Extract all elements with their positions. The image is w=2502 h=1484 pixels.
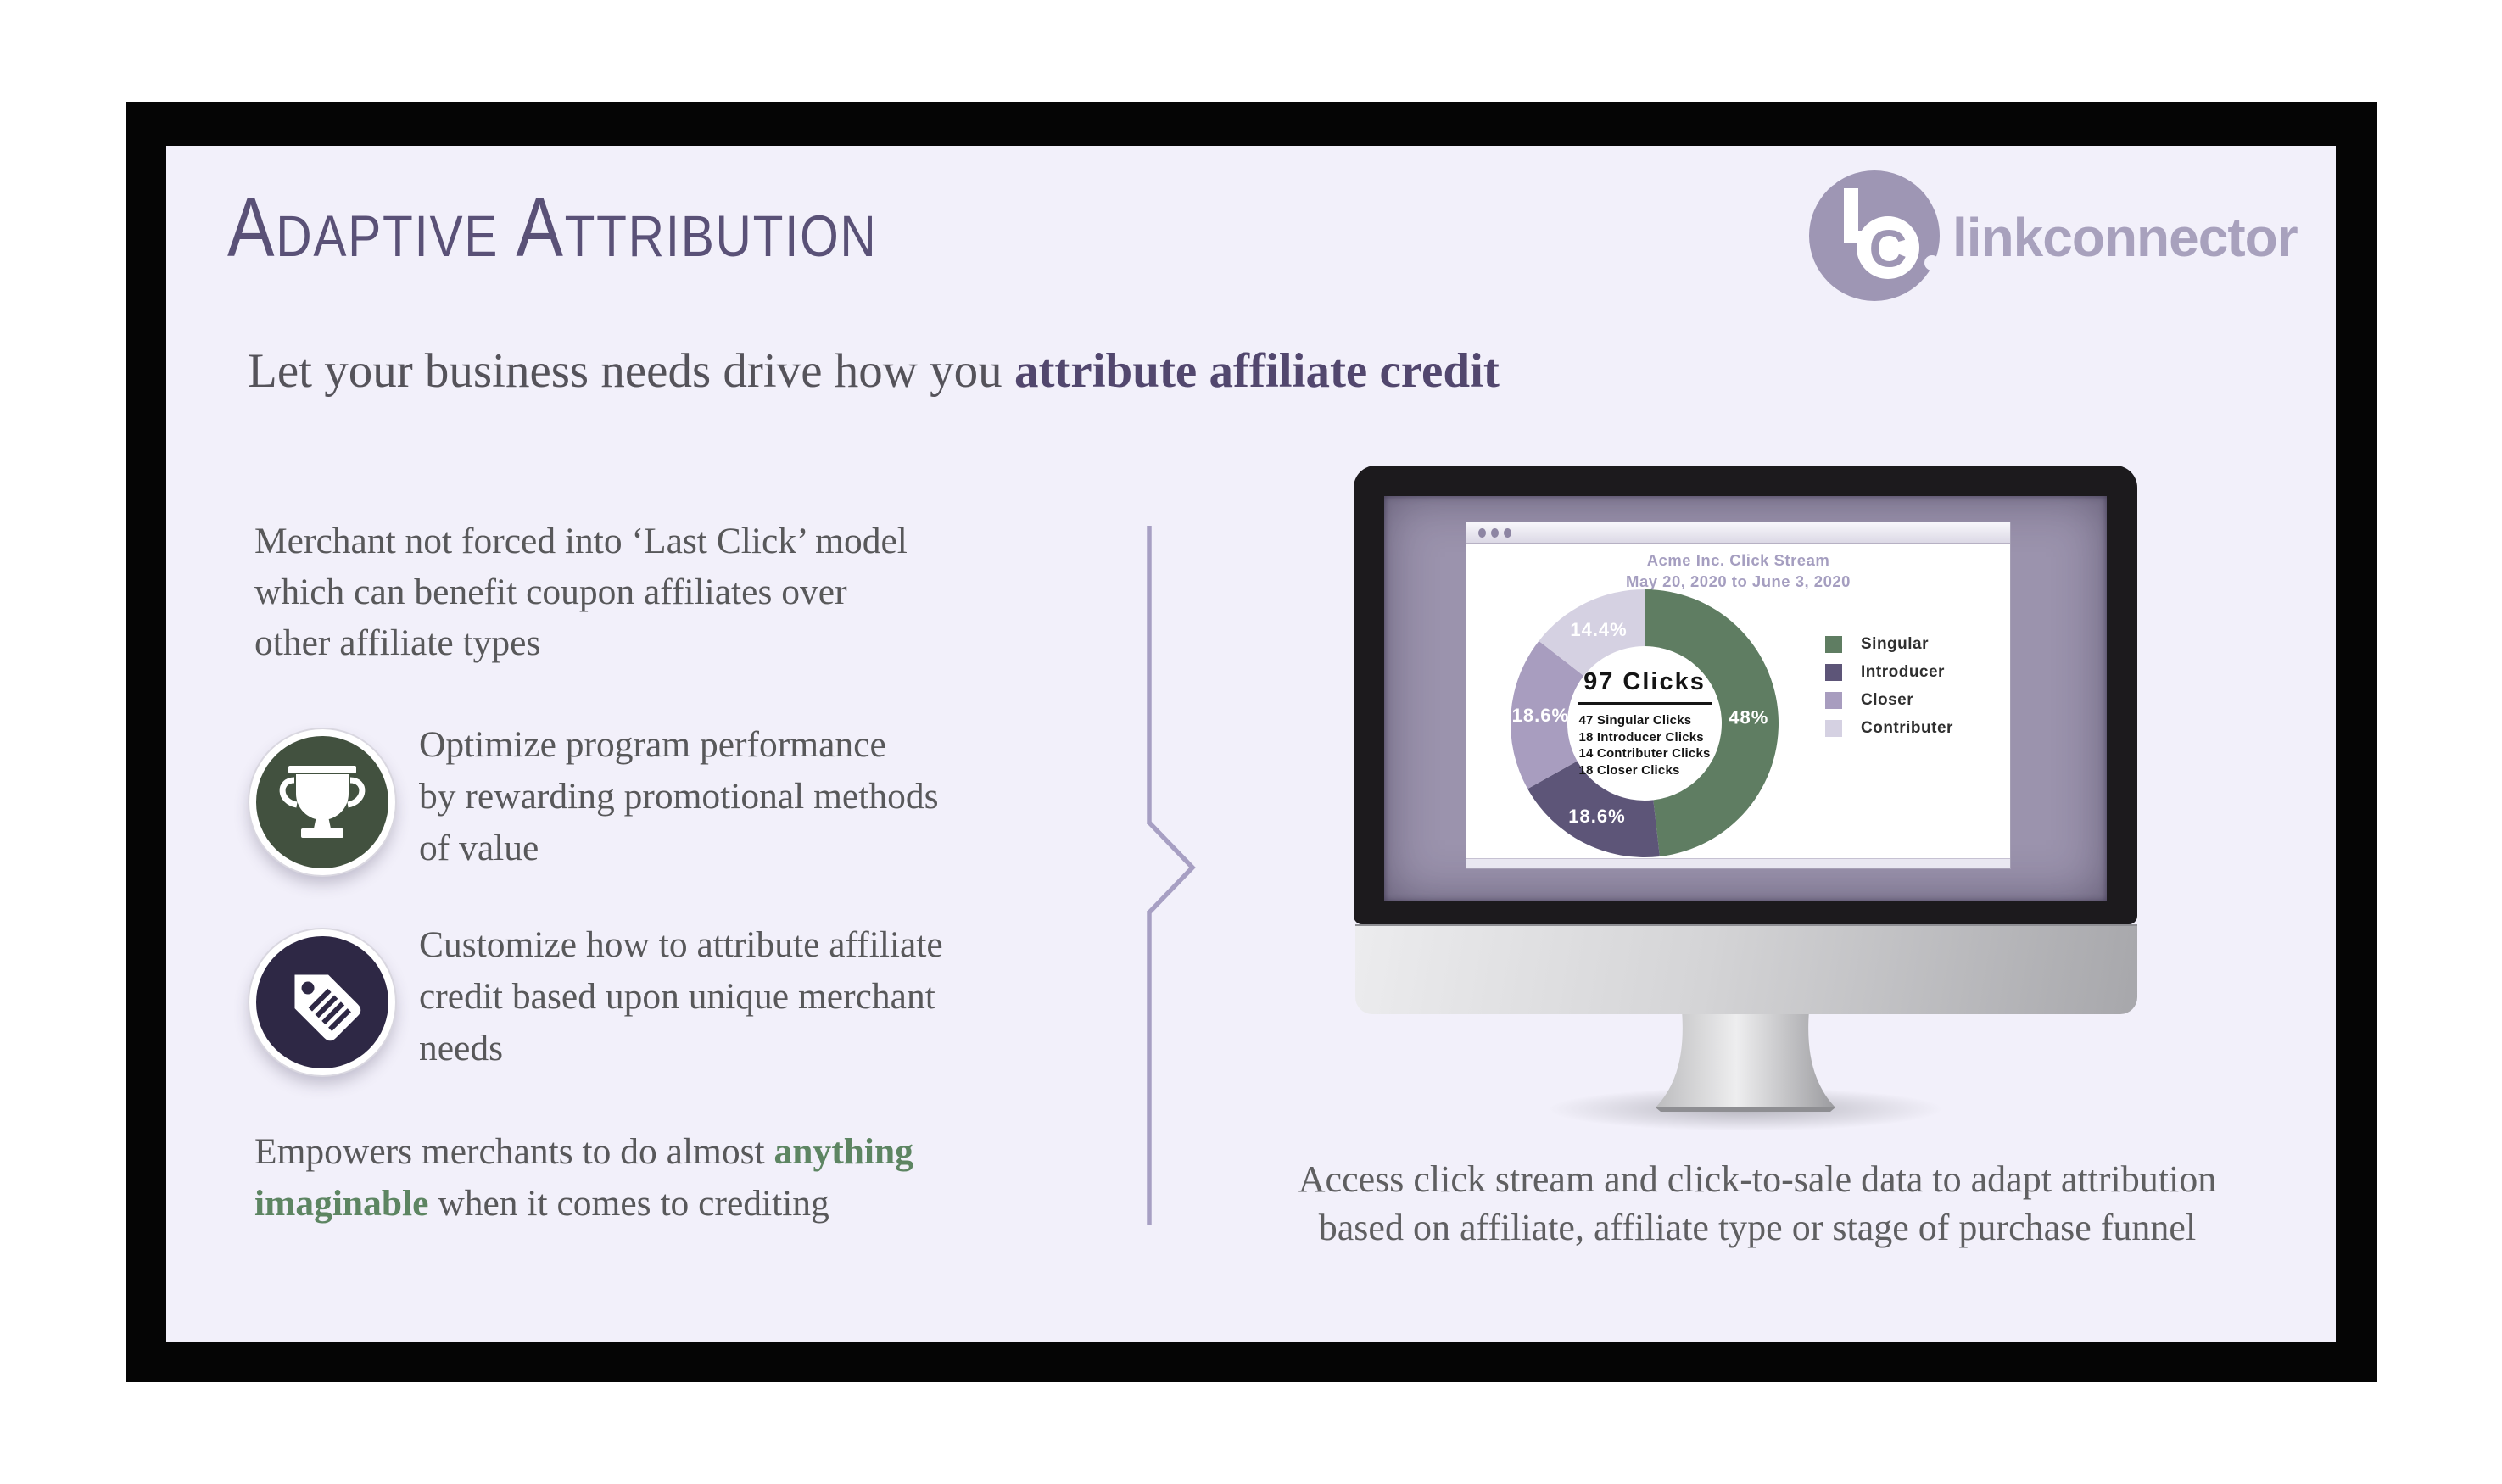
brand-logo: C linkconnector [1805, 168, 2331, 307]
caption-line: Access click stream and click-to-sale da… [1298, 1158, 2217, 1200]
price-tag-icon [294, 974, 361, 1041]
legend-label: Closer [1861, 691, 1914, 709]
breakdown-line: 18 Closer Clicks [1578, 762, 1680, 778]
chart-subtitle: May 20, 2020 to June 3, 2020 [1626, 572, 1851, 590]
legend-item-introducer: Introducer [1825, 663, 1953, 681]
monitor-stand [1656, 1011, 1835, 1112]
breakdown-line: 47 Singular Clicks [1578, 713, 1692, 728]
closing-paragraph: Empowers merchants to do almost anything… [254, 1126, 1153, 1230]
legend-item-singular: Singular [1825, 635, 1953, 653]
monitor-chin [1355, 924, 2137, 1014]
donut-center-summary: 97 Clicks 47 Singular Clicks 18 Introduce… [1551, 668, 1738, 780]
legend-swatch [1825, 692, 1842, 709]
legend-item-contributer: Contributer [1825, 719, 1953, 737]
closing-text: when it comes to crediting [428, 1183, 829, 1224]
legend-swatch [1825, 636, 1842, 653]
intro-line: Merchant not forced into ‘Last Click’ mo… [254, 521, 908, 561]
window-dot-icon [1478, 527, 1486, 538]
svg-text:C: C [1869, 220, 1907, 279]
breakdown-line: 18 Introducer Clicks [1578, 729, 1704, 745]
closing-line: imaginable when it comes to crediting [254, 1178, 1153, 1230]
slice-label: 18.6% [1568, 806, 1625, 827]
donut-slice-introducer [1527, 761, 1660, 857]
window-dot-icon [1491, 527, 1499, 538]
subtitle-text: Let your business needs drive how you [248, 344, 1014, 398]
donut-total: 97 Clicks [1583, 668, 1706, 695]
brand-name: linkconnector [1952, 207, 2298, 268]
bullet-line: Customize how to attribute affiliate [419, 924, 943, 965]
bullet-line: credit based upon unique merchant [419, 976, 935, 1017]
green-accent: anything [773, 1131, 913, 1172]
green-accent: imaginable [254, 1183, 429, 1224]
chart-title: Acme Inc. Click Stream [1646, 551, 1830, 569]
window-dot-icon [1504, 527, 1511, 538]
closing-line: Empowers merchants to do almost anything [254, 1126, 1153, 1178]
trophy-badge [249, 729, 395, 875]
monitor-caption: Access click stream and click-to-sale da… [1186, 1155, 2329, 1252]
bullet-text-customize: Customize how to attribute affiliate cre… [419, 919, 1182, 1074]
legend-label: Contributer [1861, 719, 1953, 737]
subtitle-accent: attribute affiliate credit [1014, 344, 1500, 398]
slice-label: 18.6% [1512, 705, 1569, 726]
donut-center-rule [1578, 702, 1712, 705]
divider-chevron [1147, 526, 1196, 1225]
intro-line: which can benefit coupon affiliates over [254, 572, 847, 612]
legend-swatch [1825, 664, 1842, 681]
donut-slice-contributer [1539, 589, 1645, 677]
donut-center-breakdown: 47 Singular Clicks 18 Introducer Clicks 14… [1578, 712, 1710, 778]
tag-badge [249, 929, 395, 1075]
bullet-text-optimize: Optimize program performance by rewardin… [419, 719, 1182, 874]
chart-header: Acme Inc. Click Stream May 20, 2020 to J… [1466, 550, 2010, 592]
subtitle: Let your business needs drive how you at… [248, 343, 1500, 399]
caption-line: based on affiliate, affiliate type or st… [1318, 1207, 2197, 1248]
trophy-icon [279, 766, 366, 838]
chart-legend: Singular Introducer Closer Contributer [1825, 635, 1953, 737]
legend-label: Singular [1861, 635, 1930, 653]
legend-swatch [1825, 720, 1842, 737]
legend-item-closer: Closer [1825, 691, 1953, 709]
browser-titlebar [1466, 522, 2010, 544]
closing-text: Empowers merchants to do almost [254, 1131, 774, 1172]
intro-paragraph: Merchant not forced into ‘Last Click’ mo… [254, 516, 1153, 668]
donut-slice-singular [1645, 589, 1779, 856]
bullet-line: by rewarding promotional methods [419, 776, 939, 817]
donut-chart: 48% 18.6% 18.6% 14.4% [1511, 589, 1779, 857]
browser-scroll-strip [1466, 858, 2010, 868]
bullet-line: Optimize program performance [419, 724, 886, 765]
breakdown-line: 14 Contributer Clicks [1578, 746, 1711, 761]
brand-logo-icon: C [1809, 170, 1940, 301]
legend-label: Introducer [1861, 663, 1945, 681]
page-title: Adaptive Attribution [227, 181, 878, 274]
slice-label: 48% [1729, 707, 1768, 728]
intro-line: other affiliate types [254, 622, 541, 663]
bullet-line: needs [419, 1028, 504, 1068]
slice-label: 14.4% [1570, 619, 1627, 640]
bullet-line: of value [419, 828, 539, 868]
donut-slice-closer [1511, 640, 1584, 789]
